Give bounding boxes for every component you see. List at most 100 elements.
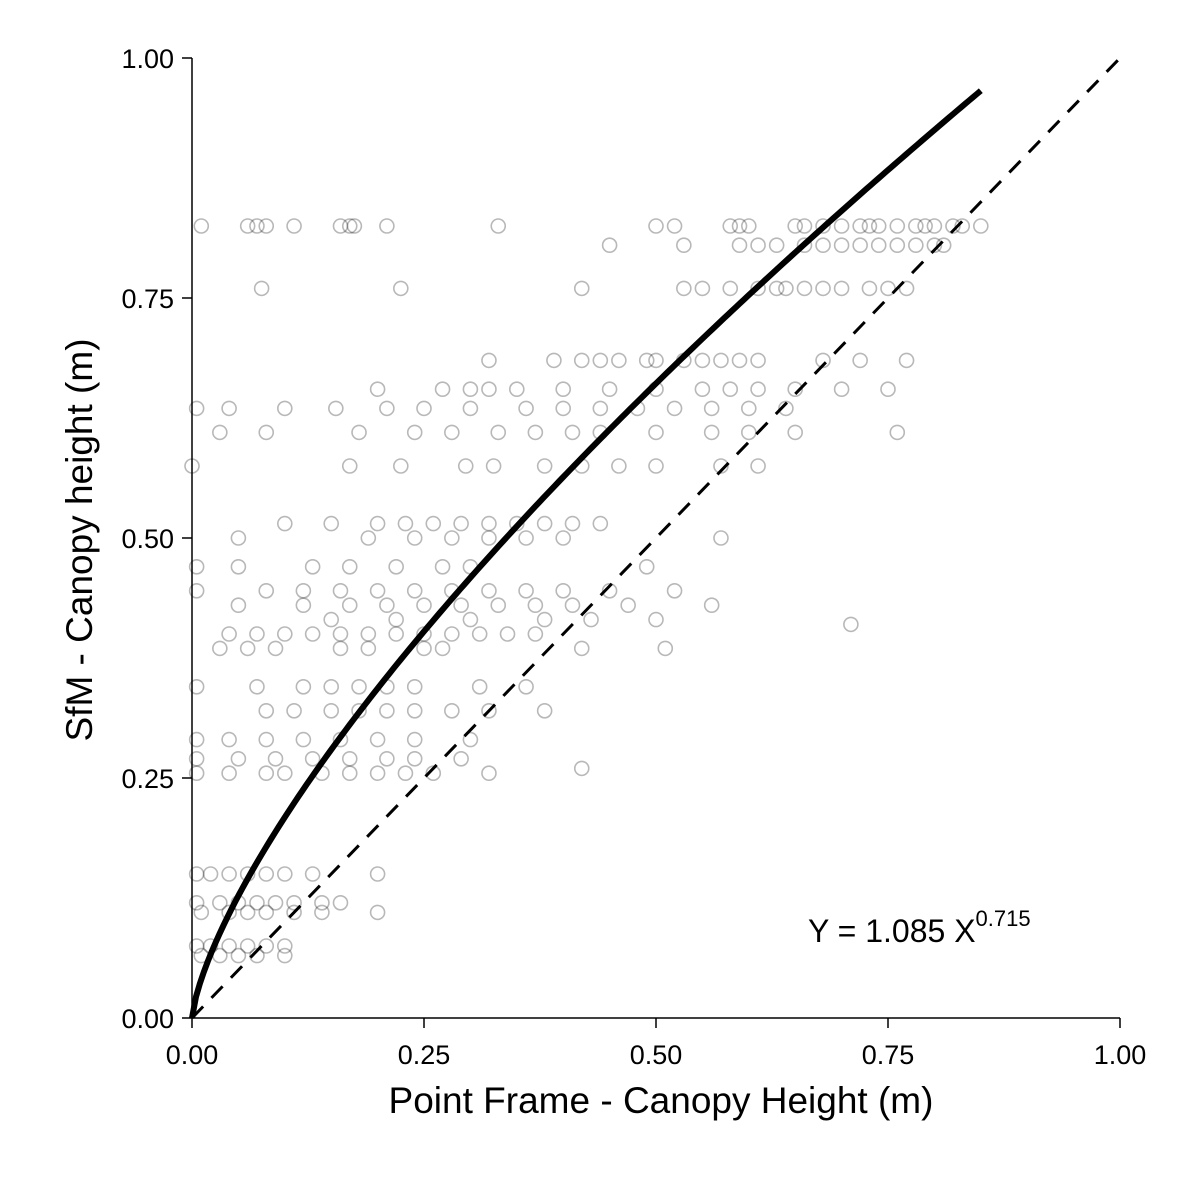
- data-point: [592, 352, 609, 369]
- data-point: [249, 678, 265, 695]
- data-point: [648, 424, 664, 441]
- data-point: [369, 515, 386, 532]
- data-point: [462, 400, 479, 417]
- data-point: [861, 280, 878, 297]
- data-point: [481, 582, 497, 599]
- data-point: [908, 237, 924, 253]
- data-point: [397, 515, 414, 532]
- data-point: [258, 765, 275, 782]
- data-point: [249, 894, 265, 911]
- data-point: [188, 678, 205, 695]
- data-point: [332, 626, 349, 642]
- data-point: [392, 458, 409, 474]
- data-point: [573, 352, 590, 369]
- data-point: [379, 597, 395, 614]
- data-point: [406, 702, 423, 719]
- data-point: [462, 381, 479, 398]
- data-point: [369, 904, 386, 921]
- data-point: [239, 938, 256, 954]
- data-point: [286, 702, 302, 719]
- data-point: [286, 894, 302, 911]
- data-point: [379, 702, 395, 719]
- x-tick-label: 0.50: [630, 1040, 683, 1070]
- data-point: [351, 424, 367, 441]
- data-point: [453, 750, 469, 767]
- y-axis-title: SfM - Canopy height (m): [59, 338, 100, 741]
- data-point: [221, 400, 237, 417]
- data-point: [546, 352, 562, 369]
- data-point: [481, 381, 497, 398]
- data-point: [703, 424, 720, 441]
- data-point: [676, 280, 692, 297]
- data-point: [360, 530, 377, 546]
- data-point: [416, 400, 432, 417]
- data-point: [379, 218, 395, 234]
- y-tick-label: 0.25: [121, 764, 174, 794]
- data-point: [518, 530, 534, 546]
- y-tick-label: 0.50: [121, 524, 174, 554]
- y-axis-ticks: 0.00 0.25 0.50 0.75 1.00: [121, 44, 192, 1034]
- data-point: [880, 280, 896, 297]
- data-point: [490, 218, 507, 234]
- data-point: [188, 558, 205, 575]
- data-point: [253, 280, 270, 297]
- data-point: [314, 894, 330, 911]
- data-point: [722, 280, 739, 297]
- data-point: [295, 678, 312, 695]
- data-point: [471, 626, 488, 642]
- data-point: [295, 597, 312, 614]
- data-point: [369, 381, 386, 398]
- data-point: [648, 611, 664, 628]
- data-point: [703, 597, 720, 614]
- x-tick-label: 0.25: [398, 1040, 451, 1070]
- data-point: [731, 237, 748, 253]
- data-point: [388, 558, 404, 575]
- data-point: [601, 237, 618, 253]
- data-point: [341, 765, 358, 782]
- data-point: [188, 582, 205, 599]
- data-point: [304, 558, 321, 575]
- data-point: [397, 765, 414, 782]
- data-point: [267, 640, 284, 657]
- data-point: [481, 515, 497, 532]
- data-point: [485, 458, 502, 474]
- data-point: [518, 678, 534, 695]
- data-point: [239, 218, 256, 234]
- x-tick-label: 0.75: [862, 1040, 915, 1070]
- data-point: [221, 938, 237, 954]
- data-point: [188, 894, 205, 911]
- data-point: [332, 582, 349, 599]
- data-point: [258, 702, 275, 719]
- data-point: [304, 866, 321, 882]
- data-point: [898, 352, 915, 369]
- data-point: [221, 626, 237, 642]
- power-fit-curve: [189, 88, 983, 1019]
- data-point: [555, 582, 572, 599]
- data-point: [666, 218, 683, 234]
- data-point: [188, 765, 205, 782]
- data-point: [444, 530, 460, 546]
- data-point: [406, 678, 423, 695]
- data-point: [648, 458, 664, 474]
- fit-equation-text: Y = 1.085 X: [808, 913, 976, 949]
- data-point: [481, 352, 497, 369]
- data-point: [935, 237, 952, 253]
- data-point: [341, 218, 358, 234]
- data-point: [926, 237, 943, 253]
- data-point: [694, 381, 711, 398]
- data-point: [898, 280, 915, 297]
- data-point: [351, 678, 367, 695]
- data-point: [332, 218, 349, 234]
- data-point: [611, 458, 627, 474]
- data-point: [787, 424, 804, 441]
- data-point: [926, 218, 943, 234]
- data-point: [833, 280, 850, 297]
- data-point: [852, 218, 868, 234]
- data-point: [694, 280, 711, 297]
- x-tick-label: 1.00: [1094, 1040, 1147, 1070]
- data-point: [778, 280, 794, 297]
- data-point: [750, 237, 766, 253]
- data-point: [731, 218, 748, 234]
- data-point: [676, 237, 692, 253]
- data-point: [666, 400, 683, 417]
